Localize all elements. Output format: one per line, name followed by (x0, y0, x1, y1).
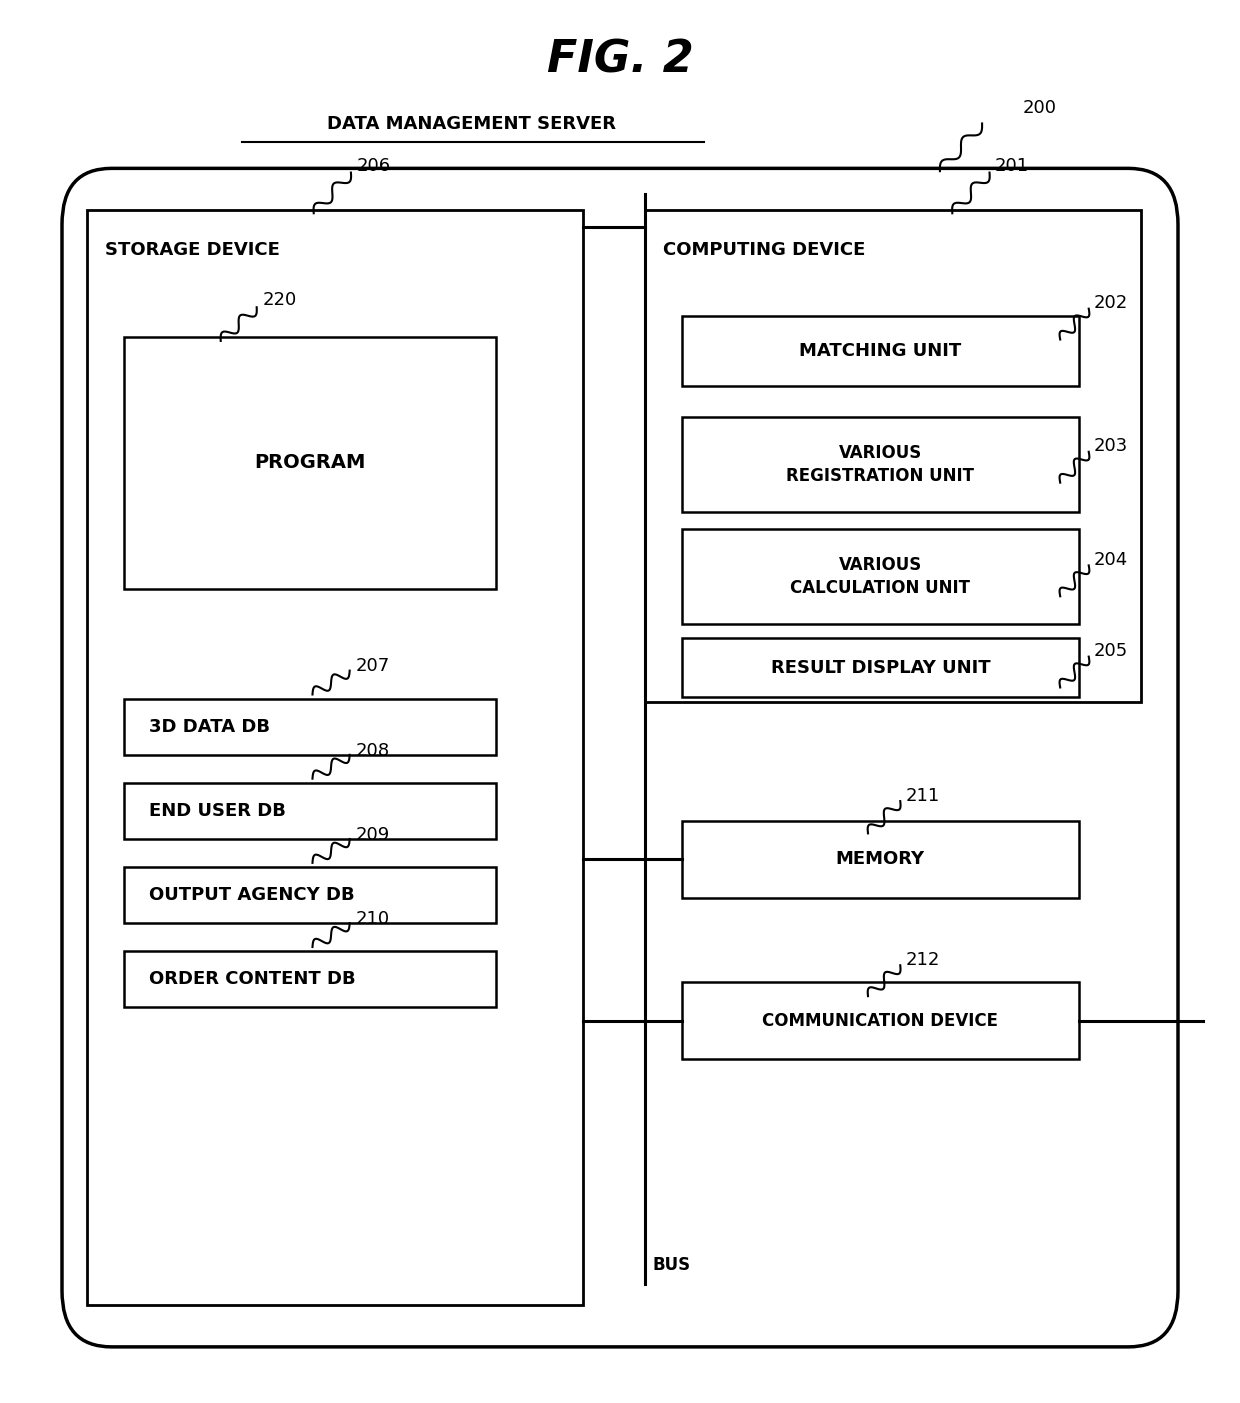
Bar (682, 529, 1079, 624)
FancyBboxPatch shape (62, 168, 1178, 1347)
Text: 204: 204 (1094, 551, 1128, 568)
Text: DATA MANAGEMENT SERVER: DATA MANAGEMENT SERVER (326, 115, 616, 133)
Text: 206: 206 (357, 157, 392, 174)
Bar (124, 867, 496, 923)
Text: 3D DATA DB: 3D DATA DB (149, 718, 270, 735)
Text: RESULT DISPLAY UNIT: RESULT DISPLAY UNIT (770, 659, 991, 676)
Text: 201: 201 (994, 157, 1029, 174)
Text: 209: 209 (356, 826, 391, 843)
Text: 203: 203 (1094, 438, 1128, 455)
Bar (124, 783, 496, 839)
Text: BUS: BUS (652, 1256, 691, 1274)
Text: 212: 212 (905, 951, 940, 968)
Text: OUTPUT AGENCY DB: OUTPUT AGENCY DB (149, 887, 355, 904)
Text: 210: 210 (356, 911, 391, 927)
Text: 208: 208 (356, 742, 391, 759)
Text: 207: 207 (356, 658, 391, 675)
Text: STORAGE DEVICE: STORAGE DEVICE (105, 241, 280, 260)
Text: 220: 220 (263, 292, 298, 309)
Bar (124, 337, 496, 589)
Text: VARIOUS
REGISTRATION UNIT: VARIOUS REGISTRATION UNIT (786, 443, 975, 485)
Bar (645, 210, 1141, 702)
Bar (124, 951, 496, 1007)
Text: ORDER CONTENT DB: ORDER CONTENT DB (149, 971, 356, 988)
Bar (87, 210, 583, 1305)
Text: 200: 200 (1023, 100, 1056, 116)
Text: MATCHING UNIT: MATCHING UNIT (800, 342, 961, 359)
Bar (124, 699, 496, 755)
Text: COMMUNICATION DEVICE: COMMUNICATION DEVICE (763, 1012, 998, 1030)
Text: FIG. 2: FIG. 2 (547, 39, 693, 81)
Text: 205: 205 (1094, 643, 1128, 659)
Bar (682, 821, 1079, 898)
Text: PROGRAM: PROGRAM (254, 453, 366, 473)
Text: VARIOUS
CALCULATION UNIT: VARIOUS CALCULATION UNIT (790, 556, 971, 598)
Bar (682, 417, 1079, 512)
Bar (682, 316, 1079, 386)
Text: 211: 211 (905, 787, 940, 804)
Bar (682, 982, 1079, 1059)
Text: COMPUTING DEVICE: COMPUTING DEVICE (663, 241, 866, 260)
Bar (682, 638, 1079, 697)
Text: MEMORY: MEMORY (836, 850, 925, 868)
Text: 202: 202 (1094, 295, 1128, 311)
Text: END USER DB: END USER DB (149, 803, 285, 819)
